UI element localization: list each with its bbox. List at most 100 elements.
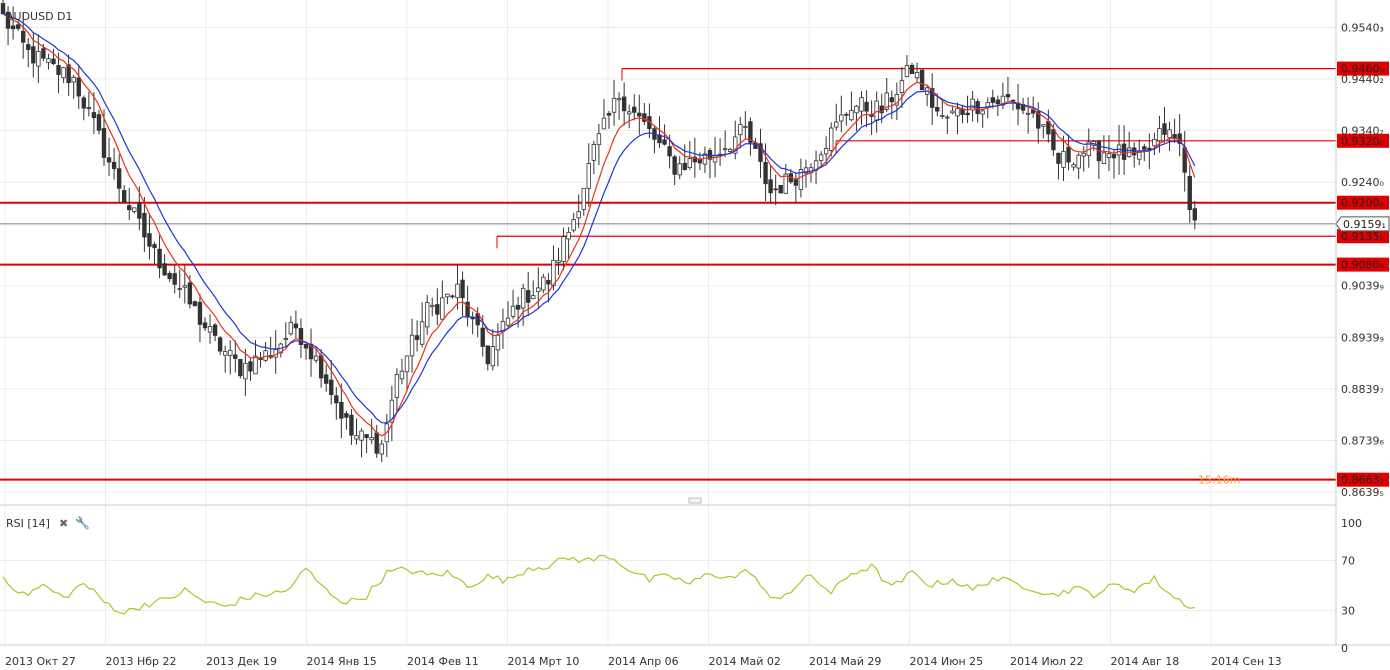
- candle-body: [965, 112, 970, 116]
- candle-body: [692, 156, 698, 163]
- candle-body: [606, 113, 612, 116]
- candle-body: [768, 179, 773, 194]
- candle-body: [1162, 123, 1167, 135]
- candle-body: [546, 279, 551, 285]
- candle-body: [955, 108, 960, 117]
- candle-body: [682, 162, 687, 170]
- candle-body: [571, 219, 576, 231]
- candle-body: [909, 64, 915, 75]
- candle-body: [803, 167, 809, 174]
- candle-body: [10, 25, 16, 30]
- candle-countdown: 15:16m: [1198, 474, 1240, 487]
- x-tick-label: 2013 Нбр 22: [106, 655, 177, 668]
- candle-body: [687, 158, 692, 168]
- level-tag-label: 0.9080₀: [1341, 259, 1384, 272]
- candle-body: [455, 283, 460, 299]
- candle-body: [894, 93, 900, 106]
- candle-body: [192, 301, 198, 307]
- y-tick-label: 0.8939₉: [1341, 331, 1384, 344]
- y-tick-label: 0.8639₅: [1341, 486, 1384, 499]
- level-tag[interactable]: [1337, 61, 1389, 76]
- level-tag[interactable]: [1337, 229, 1389, 244]
- x-tick-label: 2014 Сен 13: [1211, 655, 1282, 668]
- candle-body: [743, 125, 748, 128]
- candle-body: [667, 146, 672, 157]
- candle-body: [389, 399, 395, 423]
- support-resistance-levels[interactable]: 0.9460₀ 0.9320₀ 0.9200₀ 0.9135₀ 0.9080₀ 0.866…: [0, 61, 1390, 487]
- candle-body: [576, 211, 581, 219]
- candle-body: [71, 76, 76, 83]
- level-tag-label: 0.9200₀: [1341, 197, 1384, 210]
- rsi-line: [2, 554, 1195, 615]
- candle-body: [349, 414, 354, 436]
- candle-body: [914, 72, 920, 79]
- candle-body: [1187, 175, 1192, 210]
- level-tag-label: 0.9135₀: [1341, 230, 1384, 243]
- candle-body: [834, 121, 839, 128]
- candle-body: [1025, 112, 1031, 115]
- candle-body: [773, 188, 778, 191]
- candle-body: [642, 113, 647, 122]
- panel-resize-handle[interactable]: [688, 497, 702, 504]
- candle-body: [627, 111, 632, 115]
- x-tick-label: 2014 Июн 25: [910, 655, 984, 668]
- candle-body: [1192, 208, 1197, 221]
- candle-body: [162, 263, 167, 276]
- candle-body: [339, 401, 344, 419]
- y-tick-label: 0.9039₉: [1341, 280, 1384, 293]
- candle-body: [526, 290, 531, 303]
- chart-title: AUDUSD D1: [6, 10, 73, 23]
- rsi-tick-label: 0: [1341, 642, 1348, 655]
- candle-body: [344, 413, 349, 418]
- level-tag[interactable]: [1337, 257, 1389, 272]
- level-tag[interactable]: [1337, 133, 1389, 148]
- candle-body: [303, 343, 309, 349]
- candle-body: [611, 97, 617, 113]
- candle-body: [889, 97, 894, 103]
- candle-body: [202, 322, 208, 329]
- candle-body: [798, 169, 804, 190]
- level-tag-label: 0.8663₂: [1341, 474, 1384, 487]
- candle-body: [293, 323, 299, 329]
- candle-body: [61, 67, 66, 79]
- level-tag-label: 0.9460₀: [1341, 63, 1384, 76]
- candle-body: [233, 354, 238, 359]
- candle-body: [874, 100, 879, 121]
- candle-body: [1101, 152, 1107, 164]
- candle-body: [56, 65, 61, 75]
- candle-body: [1167, 129, 1172, 139]
- candle-body: [854, 105, 859, 114]
- rsi-settings-icon[interactable]: 🔧: [75, 515, 90, 530]
- candle-body: [152, 244, 157, 249]
- candle-body: [258, 358, 263, 360]
- candle-body: [212, 324, 218, 336]
- candle-body: [288, 322, 294, 335]
- candle-body: [197, 301, 203, 325]
- candle-body: [632, 106, 637, 113]
- candle-body: [722, 148, 728, 151]
- ema-fast-line: [2, 13, 1196, 437]
- level-tag[interactable]: [1337, 195, 1389, 210]
- candle-body: [1081, 152, 1086, 157]
- grid-lines: [0, 0, 1336, 645]
- candle-body: [480, 327, 485, 347]
- candle-body: [217, 337, 223, 352]
- rsi-panel: 100 70 30 0: [0, 517, 1362, 655]
- candle-body: [394, 374, 400, 398]
- candle-body: [844, 113, 849, 116]
- candle-body: [561, 236, 566, 263]
- candle-body: [1031, 109, 1036, 114]
- candle-body: [621, 96, 627, 112]
- candle-body: [520, 287, 526, 309]
- candle-body: [763, 161, 768, 185]
- candle-body: [1111, 154, 1117, 159]
- x-tick-label: 2014 Май 02: [709, 655, 781, 668]
- candle-body: [818, 154, 824, 161]
- candle-body: [1157, 128, 1162, 142]
- y-tick-label: 0.8739₆: [1341, 434, 1384, 447]
- candle-body: [591, 143, 597, 161]
- candle-body: [116, 168, 122, 189]
- rsi-close-icon[interactable]: ✖: [59, 518, 68, 530]
- level-tag[interactable]: [1337, 472, 1389, 487]
